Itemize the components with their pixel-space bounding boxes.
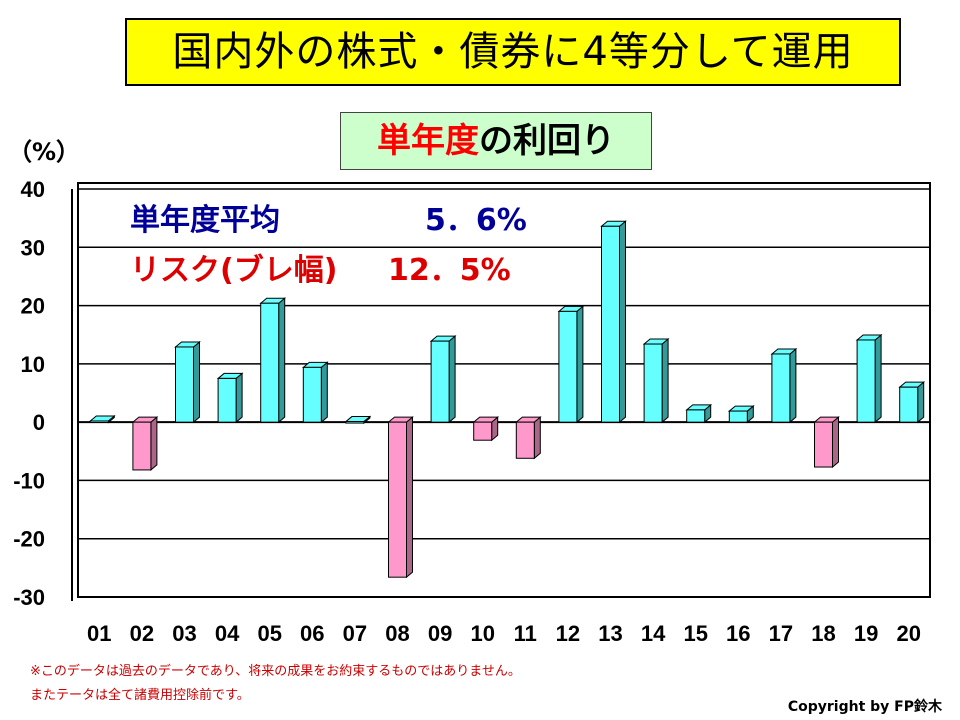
- bar-front: [728, 410, 748, 423]
- y-tick-label: -10: [13, 468, 45, 493]
- bar-03: [174, 340, 201, 424]
- y-tick-label: 20: [21, 294, 45, 319]
- bar-02: [131, 416, 159, 472]
- x-tick-label: 05: [257, 621, 281, 646]
- x-tick-label: 20: [896, 621, 920, 646]
- bar-12: [557, 305, 585, 424]
- x-tick-label: 18: [811, 621, 835, 646]
- x-tick-label: 12: [556, 621, 580, 646]
- x-tick-label: 13: [598, 621, 622, 646]
- x-tick-label: 10: [470, 621, 494, 646]
- bar-front: [771, 353, 791, 423]
- y-tick-label: -30: [13, 585, 45, 610]
- bar-15: [685, 403, 713, 424]
- average-value: 5．6%: [425, 203, 527, 238]
- bar-front: [856, 339, 876, 423]
- bar-front: [175, 346, 194, 423]
- bar-front: [302, 366, 322, 423]
- bar-16: [727, 405, 755, 424]
- plot-frame: [77, 182, 931, 598]
- bar-17: [770, 347, 798, 424]
- x-tick-label: 15: [683, 621, 707, 646]
- bar-front: [601, 225, 620, 423]
- subtitle-black: の利回り: [479, 121, 615, 161]
- y-tick-label: 0: [33, 410, 45, 435]
- bar-front: [260, 302, 280, 423]
- x-tick-label: 11: [514, 621, 537, 646]
- bar-06: [301, 361, 329, 424]
- x-tick-label: 07: [343, 621, 367, 646]
- footnote-1: ※このデータは過去のデータであり、将来の成果をお約束するものではありません。: [30, 664, 521, 679]
- bar-11: [514, 416, 542, 460]
- bar-front: [558, 310, 578, 423]
- x-tick-label: 09: [428, 621, 452, 646]
- bar-side: [193, 340, 200, 424]
- copyright: Copyright by FP鈴木: [787, 699, 942, 715]
- y-tick-label: 30: [21, 235, 45, 260]
- bar-front: [89, 420, 109, 423]
- y-tick-label: 40: [21, 177, 45, 202]
- bar-side: [619, 220, 626, 424]
- x-tick-label: 17: [769, 621, 793, 646]
- bar-front: [388, 421, 407, 578]
- bar-front: [814, 421, 833, 468]
- bar-front: [643, 343, 663, 423]
- y-unit-label: （%）: [8, 138, 81, 166]
- bar-14: [642, 337, 670, 424]
- bar-side: [235, 372, 243, 424]
- bar-side: [661, 337, 669, 424]
- bar-front: [473, 421, 493, 441]
- x-tick-label: 06: [300, 621, 324, 646]
- bar-side: [406, 416, 413, 579]
- bar-18: [813, 416, 840, 469]
- bar-01: [88, 414, 116, 424]
- subtitle-red: 単年度: [377, 121, 479, 161]
- y-tick-label: -20: [13, 527, 45, 552]
- bar-side: [917, 381, 925, 424]
- bar-09: [429, 335, 457, 424]
- bar-front: [132, 421, 152, 471]
- x-tick-label: 16: [726, 621, 750, 646]
- footnote-2: またテータは全て諸費用控除前です。: [30, 688, 250, 703]
- x-tick-label: 19: [854, 621, 878, 646]
- bar-side: [533, 416, 541, 460]
- x-tick-label: 14: [641, 621, 666, 646]
- bar-side: [448, 335, 456, 424]
- bar-side: [832, 416, 839, 469]
- x-tick-label: 02: [130, 621, 154, 646]
- bar-19: [855, 333, 883, 424]
- bar-13: [600, 220, 627, 424]
- bar-08: [387, 416, 414, 579]
- bar-side: [150, 416, 158, 472]
- bar-10: [472, 416, 500, 442]
- bar-front: [686, 409, 706, 423]
- x-tick-label: 04: [215, 621, 240, 646]
- bar-side: [789, 347, 797, 424]
- chart-subtitle: 単年度の利回り: [340, 112, 652, 170]
- bar-side: [576, 305, 584, 424]
- bar-front: [515, 421, 535, 459]
- x-tick-label: 01: [87, 621, 111, 646]
- bar-side: [278, 297, 286, 424]
- bar-front: [345, 421, 365, 424]
- bar-front: [430, 340, 450, 423]
- bar-front: [217, 377, 237, 423]
- bar-04: [216, 372, 244, 424]
- bar-05: [259, 297, 287, 424]
- average-label: 単年度平均: [130, 203, 280, 238]
- x-tick-label: 03: [172, 621, 196, 646]
- y-tick-label: 10: [21, 352, 45, 377]
- risk-label: リスク(ブレ幅): [130, 253, 337, 288]
- risk-value: 12．5%: [388, 253, 511, 288]
- slide-title: 国内外の株式・債券に4等分して運用: [125, 18, 901, 86]
- x-tick-label: 08: [385, 621, 409, 646]
- bar-20: [898, 381, 926, 424]
- bar-side: [874, 333, 882, 424]
- bar-07: [344, 415, 372, 425]
- bar-side: [320, 361, 328, 424]
- bar-front: [899, 386, 919, 423]
